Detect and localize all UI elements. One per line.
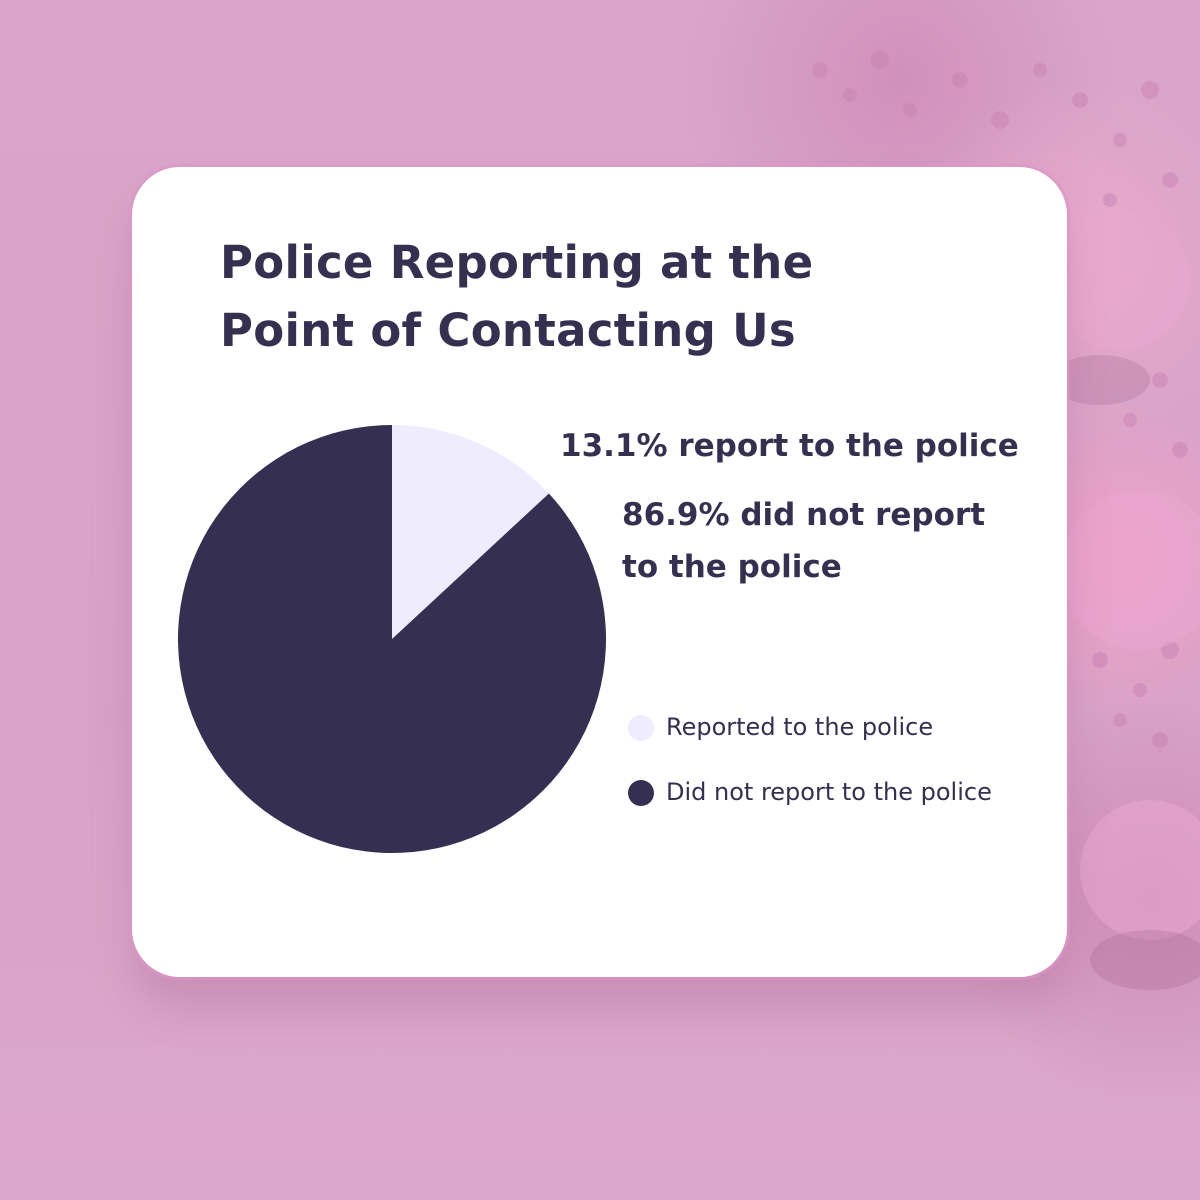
pie-slice-not-reported (177, 425, 606, 853)
annotation-not-reported: 86.9% did not report to the police (622, 497, 986, 585)
pie-chart (177, 425, 606, 853)
chart-title: Police Reporting at the Point of Contact… (220, 236, 814, 357)
legend-label-reported: Reported to the police (666, 713, 934, 741)
legend-swatch-not-reported (628, 780, 654, 806)
legend-swatch-reported (628, 715, 654, 741)
annotation-reported: 13.1% report to the police (560, 428, 1019, 464)
pie-slice-reported (392, 425, 549, 639)
chart-card: Police Reporting at the Point of Contact… (132, 167, 1067, 977)
legend-label-not-reported: Did not report to the police (666, 778, 992, 806)
